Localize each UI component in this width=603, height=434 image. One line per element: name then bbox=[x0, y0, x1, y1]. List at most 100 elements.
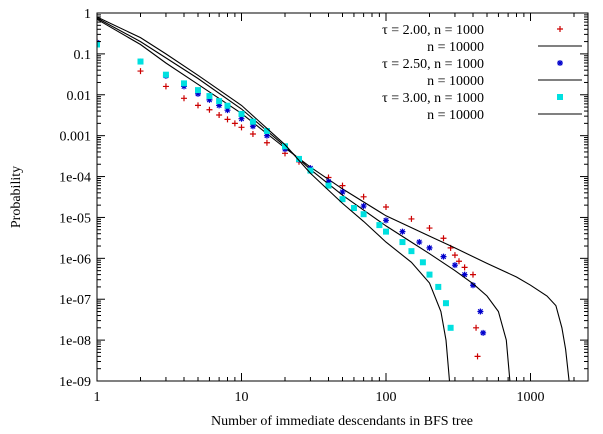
data-point bbox=[360, 193, 367, 200]
y-tick-label: 1e-09 bbox=[59, 375, 91, 390]
data-point bbox=[426, 244, 433, 251]
series-3 bbox=[97, 17, 511, 381]
data-point bbox=[461, 271, 468, 278]
data-point bbox=[249, 118, 256, 125]
data-point bbox=[180, 80, 187, 87]
legend-label: τ = 3.00, n = 1000 bbox=[382, 91, 484, 106]
data-point bbox=[238, 115, 245, 122]
data-point bbox=[216, 102, 223, 109]
data-point bbox=[399, 239, 406, 246]
data-point bbox=[325, 182, 332, 189]
data-point bbox=[451, 262, 458, 269]
y-tick-label: 1e-05 bbox=[59, 211, 91, 226]
data-point bbox=[339, 196, 346, 203]
data-point bbox=[339, 182, 346, 189]
series-1 bbox=[97, 18, 570, 381]
data-point bbox=[263, 128, 270, 135]
legend-marker-swatch bbox=[557, 60, 563, 66]
data-point bbox=[195, 90, 202, 97]
data-point bbox=[382, 228, 389, 235]
series-line bbox=[97, 16, 451, 381]
data-point bbox=[447, 324, 454, 331]
data-point bbox=[307, 167, 314, 174]
series-0 bbox=[97, 38, 481, 360]
data-point bbox=[473, 324, 480, 331]
legend-label: τ = 2.00, n = 1000 bbox=[382, 23, 484, 38]
data-point bbox=[440, 253, 447, 260]
y-tick-label: 0.001 bbox=[60, 130, 92, 145]
data-point bbox=[238, 124, 245, 131]
data-point bbox=[435, 283, 442, 290]
data-point bbox=[180, 95, 187, 102]
axis-ticks: 1 10 100 1000 1 0.1 0.01 0.001 1e-04 1e-05 1e-06 1e… bbox=[59, 7, 588, 405]
data-point bbox=[249, 130, 256, 137]
data-point bbox=[263, 132, 270, 139]
legend-marker-swatch bbox=[557, 26, 563, 32]
data-point bbox=[408, 248, 415, 255]
data-point bbox=[281, 143, 288, 150]
legend: τ = 2.00, n = 1000 n = 10000 τ = 2.50, n =… bbox=[382, 23, 582, 123]
data-point bbox=[137, 58, 144, 65]
data-point bbox=[224, 107, 231, 114]
y-tick-label: 1e-07 bbox=[59, 293, 91, 308]
data-point bbox=[206, 96, 213, 103]
data-point bbox=[231, 120, 238, 127]
data-point bbox=[249, 123, 256, 130]
data-point bbox=[382, 217, 389, 224]
data-point bbox=[426, 271, 433, 278]
data-point bbox=[455, 258, 462, 265]
data-point bbox=[469, 282, 476, 289]
series-4 bbox=[97, 41, 454, 331]
data-point bbox=[195, 102, 202, 109]
data-point bbox=[416, 239, 423, 246]
legend-label: τ = 2.50, n = 1000 bbox=[382, 57, 484, 72]
plot-area bbox=[97, 16, 570, 381]
data-point bbox=[477, 308, 484, 315]
x-tick-label: 1 bbox=[94, 390, 101, 405]
data-point bbox=[195, 87, 202, 94]
data-point bbox=[469, 271, 476, 278]
data-point bbox=[224, 116, 231, 123]
series-line bbox=[97, 18, 570, 381]
data-point bbox=[180, 83, 187, 90]
data-point bbox=[419, 259, 426, 266]
data-point bbox=[408, 215, 415, 222]
series-5 bbox=[97, 16, 451, 381]
y-tick-label: 1 bbox=[84, 7, 91, 22]
series-line bbox=[97, 17, 511, 381]
data-point bbox=[382, 204, 389, 211]
data-point bbox=[238, 110, 245, 117]
data-point bbox=[461, 264, 468, 271]
y-tick-label: 1e-04 bbox=[59, 171, 91, 186]
data-point bbox=[339, 188, 346, 195]
legend-label: n = 10000 bbox=[427, 108, 484, 123]
x-axis-label: Number of immediate descendants in BFS t… bbox=[211, 414, 473, 429]
data-point bbox=[206, 106, 213, 113]
data-point bbox=[296, 155, 303, 162]
data-point bbox=[426, 225, 433, 232]
data-point bbox=[206, 93, 213, 100]
data-point bbox=[376, 222, 383, 229]
data-point bbox=[451, 252, 458, 259]
data-point bbox=[480, 329, 487, 336]
data-point bbox=[399, 228, 406, 235]
data-point bbox=[162, 71, 169, 78]
data-point bbox=[360, 203, 367, 210]
y-tick-label: 1e-06 bbox=[59, 252, 91, 267]
x-tick-label: 100 bbox=[375, 390, 396, 405]
y-tick-label: 0.1 bbox=[74, 48, 92, 63]
data-point bbox=[224, 102, 231, 109]
y-tick-label: 0.01 bbox=[67, 89, 92, 104]
data-point bbox=[263, 139, 270, 146]
legend-marker-swatch bbox=[557, 94, 563, 100]
data-point bbox=[440, 235, 447, 242]
data-point bbox=[350, 205, 357, 212]
legend-label: n = 10000 bbox=[427, 40, 484, 55]
data-point bbox=[97, 41, 100, 48]
y-axis-label: Probability bbox=[9, 166, 24, 228]
y-tick-label: 1e-08 bbox=[59, 334, 91, 349]
data-point bbox=[216, 98, 223, 105]
data-point bbox=[325, 178, 332, 185]
data-point bbox=[360, 211, 367, 218]
